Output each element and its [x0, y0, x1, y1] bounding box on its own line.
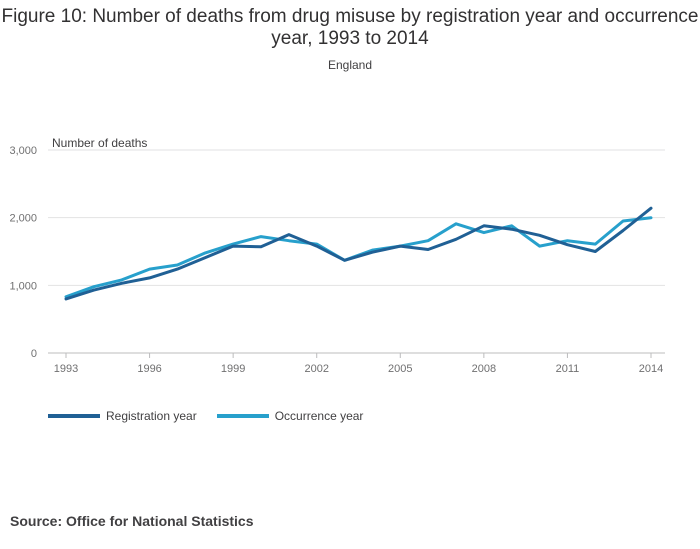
legend-label-registration: Registration year	[106, 409, 197, 423]
legend-swatch-registration	[48, 414, 100, 418]
source-note: Source: Office for National Statistics	[10, 513, 254, 529]
y-axis-label: Number of deaths	[52, 136, 148, 150]
chart-legend: Registration year Occurrence year	[48, 409, 383, 423]
x-tick-label: 2005	[388, 363, 412, 375]
x-tick-label: 1996	[137, 363, 161, 375]
y-tick-label: 3,000	[9, 145, 37, 157]
x-tick-label: 1999	[221, 363, 245, 375]
legend-item-registration[interactable]: Registration year	[48, 409, 197, 423]
x-tick-label: 2008	[472, 363, 496, 375]
x-tick-label: 1993	[54, 363, 78, 375]
y-tick-label: 0	[31, 348, 37, 360]
y-tick-label: 1,000	[9, 280, 37, 292]
chart-subtitle: England	[327, 58, 373, 72]
chart-title: Figure 10: Number of deaths from drug mi…	[1, 6, 699, 49]
x-tick-label: 2014	[639, 363, 663, 375]
legend-item-occurrence[interactable]: Occurrence year	[216, 409, 364, 423]
series-line-registration	[64, 206, 653, 301]
legend-label-occurrence: Occurrence year	[274, 409, 364, 423]
legend-swatch-occurrence	[216, 414, 269, 418]
y-tick-label: 2,000	[9, 213, 37, 225]
x-tick-label: 2002	[304, 363, 328, 375]
x-tick-label: 2011	[556, 363, 580, 375]
line-chart: 0 1,000 2,000 3,000 1993 1996 1999 2002 2005 2008…	[9, 145, 665, 375]
